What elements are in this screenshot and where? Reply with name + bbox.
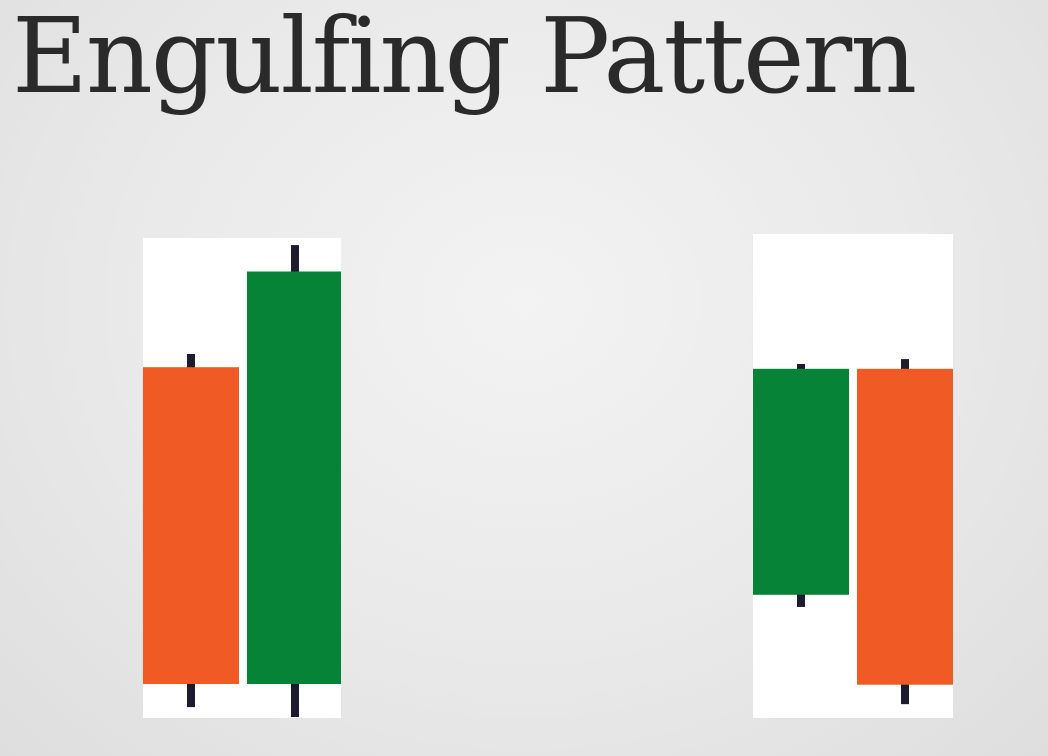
bullish-engulfing-chart — [143, 245, 341, 717]
bearish-engulfing-chart — [753, 359, 953, 705]
bearish-engulfing-candle-2-body — [857, 368, 953, 685]
bullish-engulfing-diagram — [143, 238, 341, 718]
bearish-engulfing-candle-1-body — [753, 368, 849, 595]
page-title: Engulfing Pattern — [12, 0, 917, 117]
bearish-engulfing-candle-1 — [753, 363, 849, 607]
bullish-engulfing-candle-2 — [247, 245, 341, 717]
bullish-engulfing-candle-2-body — [247, 271, 341, 684]
bullish-engulfing-candle-1-body — [143, 367, 239, 684]
bearish-engulfing-candle-2 — [857, 359, 953, 705]
bullish-engulfing-candle-1 — [143, 354, 239, 708]
bearish-engulfing-diagram — [753, 234, 953, 718]
